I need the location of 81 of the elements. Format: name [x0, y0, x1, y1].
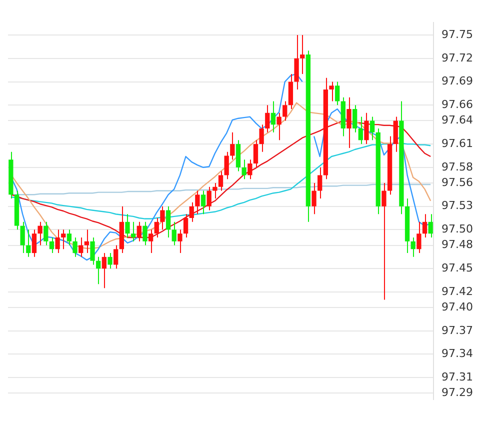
candlestick [166, 206, 171, 238]
candlestick [26, 229, 31, 258]
candlestick [416, 221, 422, 254]
candlestick [142, 221, 148, 246]
y-tick-label: 97.66 [442, 98, 474, 111]
candlestick [265, 104, 270, 133]
candlestick [66, 229, 72, 246]
y-tick-label: 97.75 [442, 28, 474, 41]
y-tick-label: 97.45 [442, 261, 474, 274]
candlestick [370, 116, 375, 141]
candlestick [382, 182, 386, 300]
candlestick [148, 229, 154, 254]
candlestick [195, 190, 200, 215]
candlestick [428, 214, 433, 238]
candlestick [224, 151, 229, 180]
y-tick-label: 97.61 [442, 136, 474, 150]
candlestick [358, 116, 363, 145]
y-tick-label: 97.29 [442, 386, 474, 400]
y-tick-label: 97.34 [442, 347, 474, 360]
candlestick [410, 236, 416, 258]
candlestick [212, 182, 218, 200]
y-tick-label: 97.53 [442, 199, 474, 212]
candlestick [352, 104, 358, 133]
candlestick [236, 140, 241, 172]
y-tick-label: 97.37 [442, 324, 474, 337]
candlestick [218, 170, 224, 192]
candlestick [288, 73, 294, 110]
candlestick [270, 100, 276, 133]
candlestick [114, 244, 118, 270]
candlestick [206, 186, 212, 211]
candlestick [422, 214, 428, 238]
candlestick [282, 100, 288, 122]
candlestick [78, 236, 84, 258]
candlestick [125, 214, 130, 238]
candlestick [108, 252, 112, 270]
candlestick [49, 236, 54, 254]
candlestick [20, 221, 25, 254]
y-tick-label: 97.58 [442, 160, 474, 174]
y-tick-label: 97.40 [442, 300, 474, 314]
candlestick [318, 166, 322, 200]
candlestick [294, 34, 299, 90]
y-tick-label: 97.48 [442, 238, 474, 252]
y-tick-label: 97.64 [442, 114, 474, 127]
candlestick [183, 214, 188, 238]
candlestick [259, 124, 264, 152]
candlestick [253, 140, 258, 168]
candlestick [248, 159, 252, 180]
candlestick [90, 236, 95, 266]
candlestick [44, 221, 48, 246]
candlestick [136, 221, 142, 242]
candlestick [172, 221, 176, 246]
candlestick [102, 252, 107, 289]
candlestick [300, 34, 305, 74]
candlestick [335, 81, 340, 106]
candlestick [61, 229, 66, 250]
candlestick [72, 236, 78, 258]
candlestick [38, 221, 42, 246]
candlestick [154, 218, 159, 238]
candlestick [364, 112, 369, 145]
candlestick [393, 116, 398, 152]
y-tick-label: 97.56 [442, 176, 474, 189]
candlestick [312, 182, 316, 215]
y-tick-label: 97.50 [442, 222, 474, 236]
candlestick [242, 159, 246, 180]
candlestick [329, 81, 334, 102]
y-tick-label: 97.31 [442, 370, 474, 384]
candlestick [276, 112, 282, 141]
candlestick [84, 229, 90, 254]
candlestick [130, 221, 136, 242]
candlestick [160, 206, 165, 230]
candlestick [178, 229, 182, 254]
candlestick [346, 96, 352, 148]
candlestick [189, 202, 194, 222]
candlestick [55, 229, 60, 254]
candlestick [96, 256, 101, 285]
y-tick-label: 97.72 [442, 51, 474, 64]
candlestick [32, 229, 37, 258]
candlestick [230, 132, 235, 160]
y-tick-label: 97.42 [442, 284, 474, 298]
y-tick-label: 97.69 [442, 74, 474, 88]
candlestick [200, 190, 206, 215]
